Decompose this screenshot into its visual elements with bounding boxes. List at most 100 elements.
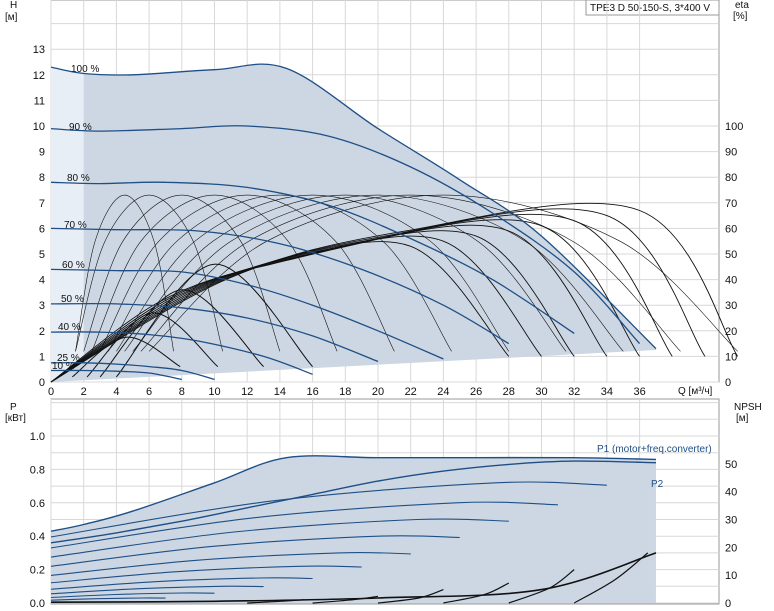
y-tick-label: 4 xyxy=(39,275,45,287)
y2-tick-label: 50 xyxy=(725,249,737,261)
npsh-main-curve xyxy=(50,552,657,603)
x-tick-label: 32 xyxy=(568,386,580,398)
efficiency-envelope xyxy=(50,208,706,383)
efficiency-arc-small xyxy=(116,263,313,378)
power-speed-curve xyxy=(50,552,411,576)
x-tick-label: 30 xyxy=(535,386,547,398)
efficiency-envelope xyxy=(50,219,640,383)
efficiency-arc xyxy=(99,194,395,352)
efficiency-curves xyxy=(50,194,739,383)
npsh-tick-label: 0 xyxy=(725,598,731,610)
speed-curve-line xyxy=(50,63,657,350)
x-tick-label: 22 xyxy=(405,386,417,398)
y2-tick-label: 10 xyxy=(725,351,737,363)
power-speed-curve xyxy=(50,577,313,590)
x-tick-label: 36 xyxy=(633,386,645,398)
p-tick-label: 0.0 xyxy=(30,598,45,610)
power-speed-curve xyxy=(50,592,215,599)
speed-curve-line xyxy=(50,331,313,375)
y2-tick-label: 70 xyxy=(725,198,737,210)
speed-curve-label: 25 % xyxy=(57,353,80,364)
y-axis-label-h: H xyxy=(10,0,17,11)
efficiency-arc-small xyxy=(72,336,181,378)
speed-curve-label: 80 % xyxy=(67,173,90,184)
x-tick-label: 12 xyxy=(241,386,253,398)
x-tick-label: 16 xyxy=(306,386,318,398)
y2-axis-unit-eta: [%] xyxy=(733,11,748,22)
speed-curve-label: 70 % xyxy=(64,220,87,231)
y2-tick-label: 40 xyxy=(725,275,737,287)
p-tick-label: 1.0 xyxy=(30,431,45,443)
speed-curve-line xyxy=(50,227,510,345)
x-axis-label-q: Q [м³/ч] xyxy=(678,386,713,397)
npsh-curve xyxy=(312,595,379,604)
power-speed-curve xyxy=(50,501,558,549)
efficiency-envelope xyxy=(50,241,510,383)
y-tick-label: 9 xyxy=(39,147,45,159)
speed-curve-label: 40 % xyxy=(58,322,81,333)
speed-curve-label: 50 % xyxy=(61,294,84,305)
y-tick-label: 2 xyxy=(39,326,45,338)
x-tick-label: 8 xyxy=(179,386,185,398)
y-tick-label: 7 xyxy=(39,198,45,210)
y2-tick-label: 100 xyxy=(725,121,743,133)
npsh-curve xyxy=(377,589,444,604)
efficiency-arc xyxy=(124,194,567,352)
y-axis-label-p: P xyxy=(10,402,17,413)
efficiency-arc xyxy=(116,194,510,352)
x-tick-label: 34 xyxy=(601,386,613,398)
y2-tick-label: 30 xyxy=(725,300,737,312)
y-tick-label: 11 xyxy=(34,95,45,107)
speed-curve-line xyxy=(50,181,575,334)
power-speed-curve xyxy=(50,481,607,538)
speed-curve-label: 60 % xyxy=(62,260,85,271)
y-tick-label: 13 xyxy=(33,44,45,56)
x-tick-label: 2 xyxy=(81,386,87,398)
chart-title: TPE3 D 50-150-S, 3*400 V xyxy=(590,3,710,14)
y-tick-label: 10 xyxy=(33,121,45,133)
efficiency-envelope xyxy=(50,235,542,383)
p1-series-label: P1 (motor+freq.converter) xyxy=(597,444,712,455)
x-tick-label: 28 xyxy=(503,386,515,398)
efficiency-arc-small xyxy=(99,289,264,378)
speed-curve-line xyxy=(50,125,641,345)
power-speed-curve xyxy=(50,518,509,558)
x-tick-label: 4 xyxy=(113,386,119,398)
p-tick-label: 0.6 xyxy=(30,498,45,510)
power-speed-curve xyxy=(50,585,264,595)
y-tick-label: 5 xyxy=(39,249,45,261)
curve-labels: 100 % 90 % 80 % 70 % 60 % 50 % 40 % 25 %10 % P1 … xyxy=(52,64,712,490)
x-tick-label: 18 xyxy=(339,386,351,398)
efficiency-arc xyxy=(107,194,452,352)
y-tick-label: 6 xyxy=(39,223,45,235)
x-tick-label: 26 xyxy=(470,386,482,398)
speed-curve-label: 90 % xyxy=(69,122,92,133)
y-tick-label: 8 xyxy=(39,172,45,184)
y-tick-label: 0 xyxy=(39,377,45,389)
y2-tick-label: 20 xyxy=(725,326,737,338)
x-tick-label: 24 xyxy=(437,386,449,398)
efficiency-envelope xyxy=(50,213,673,383)
y2-axis-label-npsh: NPSH xyxy=(734,402,762,413)
efficiency-arc xyxy=(91,194,338,352)
y2-axis-unit-npsh: [м] xyxy=(736,413,749,424)
efficiency-envelope xyxy=(50,202,739,383)
y-axis-unit-p: [кВт] xyxy=(5,413,26,424)
operating-area-lower xyxy=(51,455,656,603)
npsh-tick-label: 20 xyxy=(725,542,737,554)
power-speed-curve xyxy=(50,597,166,601)
power-speed-curve xyxy=(50,565,362,584)
speed-curve-line xyxy=(50,302,379,363)
x-tick-label: 14 xyxy=(274,386,286,398)
p-tick-label: 0.2 xyxy=(30,565,45,577)
operating-area-upper xyxy=(51,64,656,383)
p2-curve xyxy=(50,460,657,544)
npsh-tick-label: 10 xyxy=(725,570,737,582)
efficiency-arc xyxy=(83,194,281,352)
speed-curves xyxy=(50,63,657,604)
p-tick-label: 0.4 xyxy=(30,531,45,543)
y2-axis-label-eta: eta xyxy=(735,0,749,11)
y2-tick-label: 90 xyxy=(725,147,737,159)
p2-series-label: P2 xyxy=(651,479,664,490)
